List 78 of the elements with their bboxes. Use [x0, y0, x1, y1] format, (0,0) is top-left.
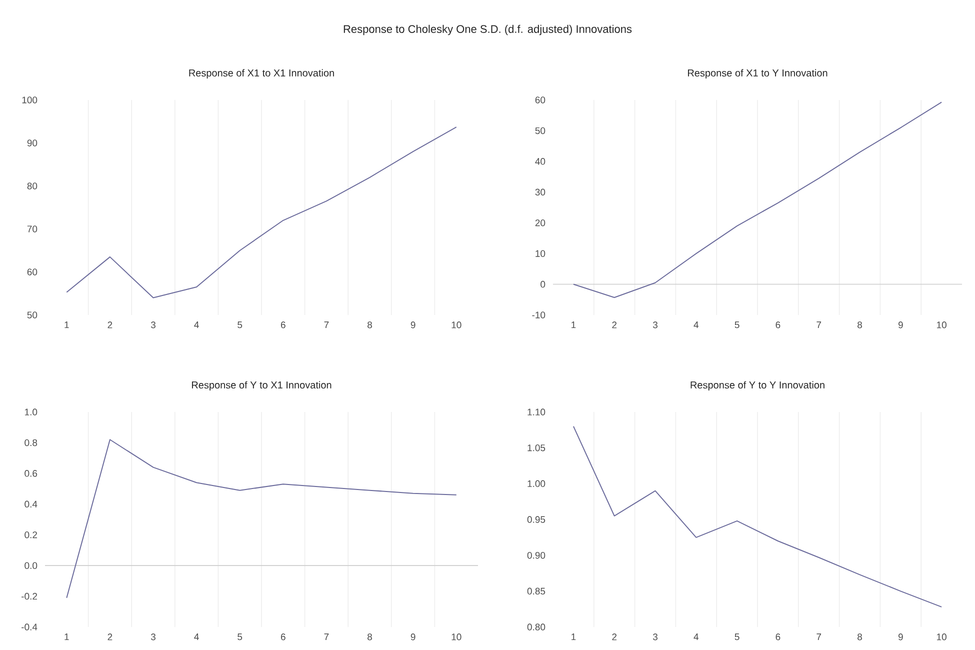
y-tick-label: 1.05: [528, 444, 546, 452]
x-tick-label: 8: [368, 634, 372, 640]
y-tick-label: 0: [540, 280, 546, 288]
y-tick-label: 80: [27, 182, 38, 190]
y-tick-label: 0.2: [24, 531, 38, 538]
y-tick-label: 60: [27, 268, 38, 276]
line-series: [572, 102, 942, 298]
y-tick-label: -10: [532, 312, 546, 318]
line-series: [572, 426, 942, 608]
chart-title: Response of Y to X1 Innovation: [192, 381, 332, 390]
x-tick-label: 2: [108, 634, 112, 640]
x-tick-label: 2: [612, 322, 617, 328]
x-tick-label: 10: [937, 322, 946, 328]
y-tick-label: 1.00: [528, 480, 546, 488]
x-tick-label: 8: [858, 634, 862, 640]
y-tick-label: 0.80: [527, 624, 546, 630]
y-tick-label: 90: [27, 140, 38, 146]
x-tick-label: 5: [238, 322, 242, 328]
x-tick-label: 2: [108, 322, 112, 328]
y-tick-label: 40: [535, 158, 546, 165]
y-tick-label: 1.0: [24, 408, 38, 416]
y-tick-label: 1.10: [528, 408, 546, 416]
x-tick-label: 7: [816, 634, 822, 640]
y-tick-label: 70: [27, 226, 38, 232]
x-tick-label: 10: [452, 634, 462, 640]
y-tick-label: 0.6: [24, 470, 38, 477]
x-tick-label: 5: [238, 634, 242, 640]
y-tick-label: 0.90: [527, 552, 546, 559]
x-tick-label: 1: [572, 634, 576, 640]
chart-title: Response of X1 to Y Innovation: [688, 69, 828, 78]
x-tick-label: 6: [776, 634, 780, 640]
x-tick-label: 10: [937, 634, 946, 640]
x-tick-label: 6: [776, 322, 780, 328]
x-tick-label: 8: [858, 322, 862, 328]
x-tick-label: 7: [816, 322, 822, 328]
x-tick-label: 1: [64, 634, 69, 640]
x-tick-label: 9: [410, 634, 416, 640]
x-tick-label: 4: [194, 634, 199, 640]
x-tick-label: 7: [324, 634, 329, 640]
y-tick-label: 20: [535, 219, 546, 226]
y-tick-label: 30: [535, 188, 546, 196]
x-tick-label: 4: [694, 322, 699, 328]
x-tick-label: 6: [281, 634, 286, 640]
x-tick-label: 5: [734, 322, 740, 328]
text: Response to Cholesky One S.D. (d.f. adjusted) Innovations: [344, 24, 632, 36]
y-tick-label: 50: [27, 312, 38, 318]
x-tick-label: 3: [150, 322, 156, 328]
y-tick-label: 60: [535, 96, 546, 104]
x-tick-label: 1: [64, 322, 69, 328]
y-tick-label: 100: [22, 96, 38, 104]
chart-title: Response of X1 to X1 Innovation: [189, 69, 334, 78]
y-tick-label: 50: [535, 127, 546, 134]
y-tick-label: 0.4: [24, 500, 38, 508]
y-tick-label: 10: [536, 250, 546, 257]
y-tick-label: -0.4: [22, 624, 38, 630]
x-tick-label: 9: [410, 322, 416, 328]
y-tick-label: 0.85: [527, 588, 546, 595]
y-tick-label: -0.2: [22, 592, 38, 600]
x-tick-label: 5: [734, 634, 740, 640]
x-tick-label: 3: [652, 322, 658, 328]
line-series: [66, 126, 457, 298]
x-tick-label: 4: [194, 322, 199, 328]
x-tick-label: 9: [898, 634, 903, 640]
x-tick-label: 2: [612, 634, 617, 640]
x-tick-label: 3: [652, 634, 658, 640]
x-tick-label: 7: [324, 322, 329, 328]
x-tick-label: 3: [150, 634, 156, 640]
chart-title: Response of Y to Y Innovation: [690, 381, 824, 391]
x-tick-label: 4: [694, 634, 699, 640]
x-tick-label: 8: [368, 322, 372, 328]
line-series: [66, 439, 457, 598]
x-tick-label: 6: [281, 322, 286, 328]
y-tick-label: 0.0: [24, 562, 38, 569]
x-tick-label: 1: [572, 322, 576, 328]
y-tick-label: 0.8: [24, 439, 38, 446]
y-tick-label: 0.95: [527, 516, 546, 523]
x-tick-label: 9: [898, 322, 903, 328]
x-tick-label: 10: [452, 322, 462, 328]
